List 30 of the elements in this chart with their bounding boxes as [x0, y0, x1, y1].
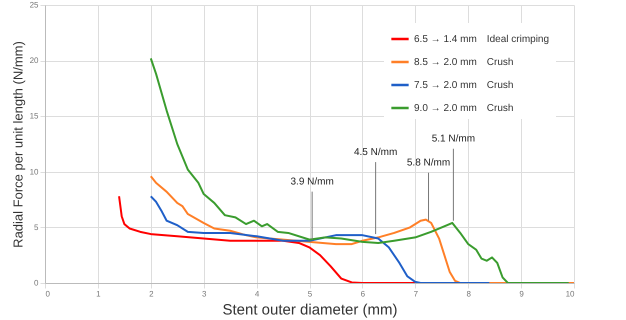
y-axis-title: Radial Force per unit length (N/mm) — [10, 41, 26, 248]
x-tick-label: 8 — [466, 290, 472, 298]
legend-label: 7.5 → 2.0 mm Crush — [414, 80, 514, 91]
annotation: 4.5 N/mm — [354, 147, 398, 158]
x-tick-label: 4 — [254, 290, 260, 298]
line-series — [118, 195, 416, 283]
y-tick-label: 20 — [30, 56, 40, 66]
x-tick-label: 0 — [46, 290, 50, 298]
x-tick-label: 10 — [566, 290, 576, 298]
y-tick-label: 25 — [30, 0, 40, 10]
line-series — [150, 57, 570, 283]
y-tick-label: 15 — [30, 112, 40, 121]
y-tick-label: 10 — [30, 167, 40, 176]
x-tick-label: 3 — [202, 290, 207, 298]
x-tick-label: 9 — [519, 290, 524, 298]
annotation: 5.1 N/mm — [432, 134, 476, 145]
y-tick-label: 5 — [34, 222, 40, 232]
legend-label: 9.0 → 2.0 mm Crush — [414, 103, 514, 114]
x-axis-title: Stent outer diameter (mm) — [222, 302, 398, 318]
x-tick-label: 1 — [96, 290, 102, 298]
legend-label: 8.5 → 2.0 mm Crush — [414, 57, 514, 68]
x-tick-label: 5 — [308, 290, 313, 298]
annotation: 3.9 N/mm — [290, 176, 334, 188]
legend-label: 6.5 → 1.4 mm Ideal crimping — [414, 34, 550, 45]
x-tick-label: 2 — [149, 290, 154, 298]
y-tick-label: 0 — [34, 278, 40, 288]
line-series — [150, 195, 490, 283]
x-tick-label: 6 — [360, 290, 366, 298]
annotation: 5.8 N/mm — [406, 158, 450, 169]
x-tick-label: 7 — [414, 290, 419, 298]
